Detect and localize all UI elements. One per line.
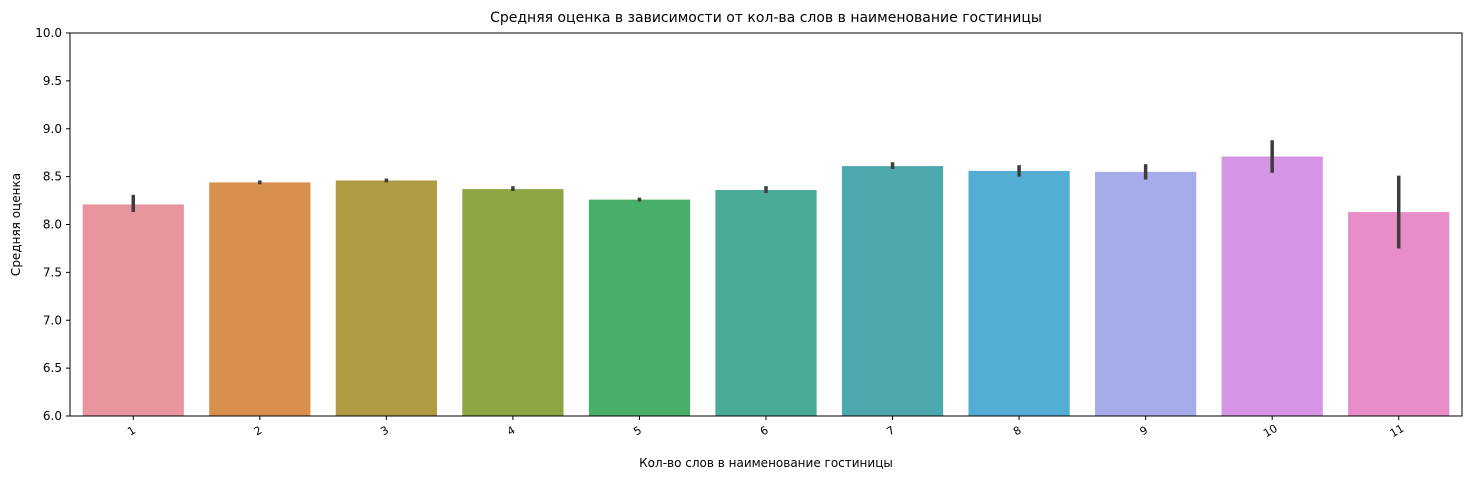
- x-tick-label-3: 3: [378, 424, 391, 439]
- plot-frame: [69, 32, 1463, 417]
- x-tick-label-7: 7: [885, 424, 898, 439]
- bar-8: [968, 170, 1070, 416]
- bar-group: [82, 156, 1450, 416]
- y-axis-label: Средняя оценка: [9, 173, 23, 276]
- x-tick-label-6: 6: [758, 424, 771, 439]
- bar-5: [588, 199, 691, 416]
- x-tick-label-8: 8: [1011, 424, 1024, 439]
- x-tick-label-9: 9: [1138, 424, 1151, 439]
- x-tick-label-2: 2: [252, 424, 265, 439]
- y-tick-label-8.5: 8.5: [43, 170, 62, 184]
- y-tick-label-6.5: 6.5: [43, 361, 62, 375]
- y-axis: 6.0 6.5 7.0 7.5 8.0 8.5 9.0 9.5 10.0: [35, 26, 70, 423]
- bar-4: [462, 189, 564, 416]
- x-tick-label-5: 5: [631, 424, 644, 439]
- y-tick-label-6.0: 6.0: [43, 409, 62, 423]
- x-axis-label: Кол-во слов в наименование гостиницы: [639, 456, 893, 470]
- y-tick-label-7.5: 7.5: [43, 265, 62, 279]
- chart-title: Средняя оценка в зависимости от кол-ва с…: [490, 10, 1042, 26]
- bar-3: [335, 180, 437, 416]
- bar-10: [1221, 156, 1323, 416]
- y-tick-label-9.5: 9.5: [43, 74, 62, 88]
- error-bar-group: [131, 140, 1401, 249]
- bar-9: [1095, 171, 1197, 416]
- y-tick-label-7.0: 7.0: [43, 313, 62, 327]
- x-tick-label-4: 4: [505, 424, 518, 439]
- x-axis: 1 2 3 4 5 6 7 8 9 10 11: [125, 416, 1406, 440]
- bar-2: [209, 182, 311, 416]
- x-tick-label-1: 1: [125, 424, 138, 439]
- x-tick-label-10: 10: [1261, 422, 1280, 440]
- bar-6: [715, 190, 817, 416]
- y-tick-label-10.0: 10.0: [35, 26, 62, 40]
- bar-1: [82, 204, 184, 416]
- x-tick-label-11: 11: [1388, 422, 1407, 440]
- y-tick-label-9.0: 9.0: [43, 122, 62, 136]
- y-tick-label-8.0: 8.0: [43, 218, 62, 232]
- bar-7: [841, 166, 944, 416]
